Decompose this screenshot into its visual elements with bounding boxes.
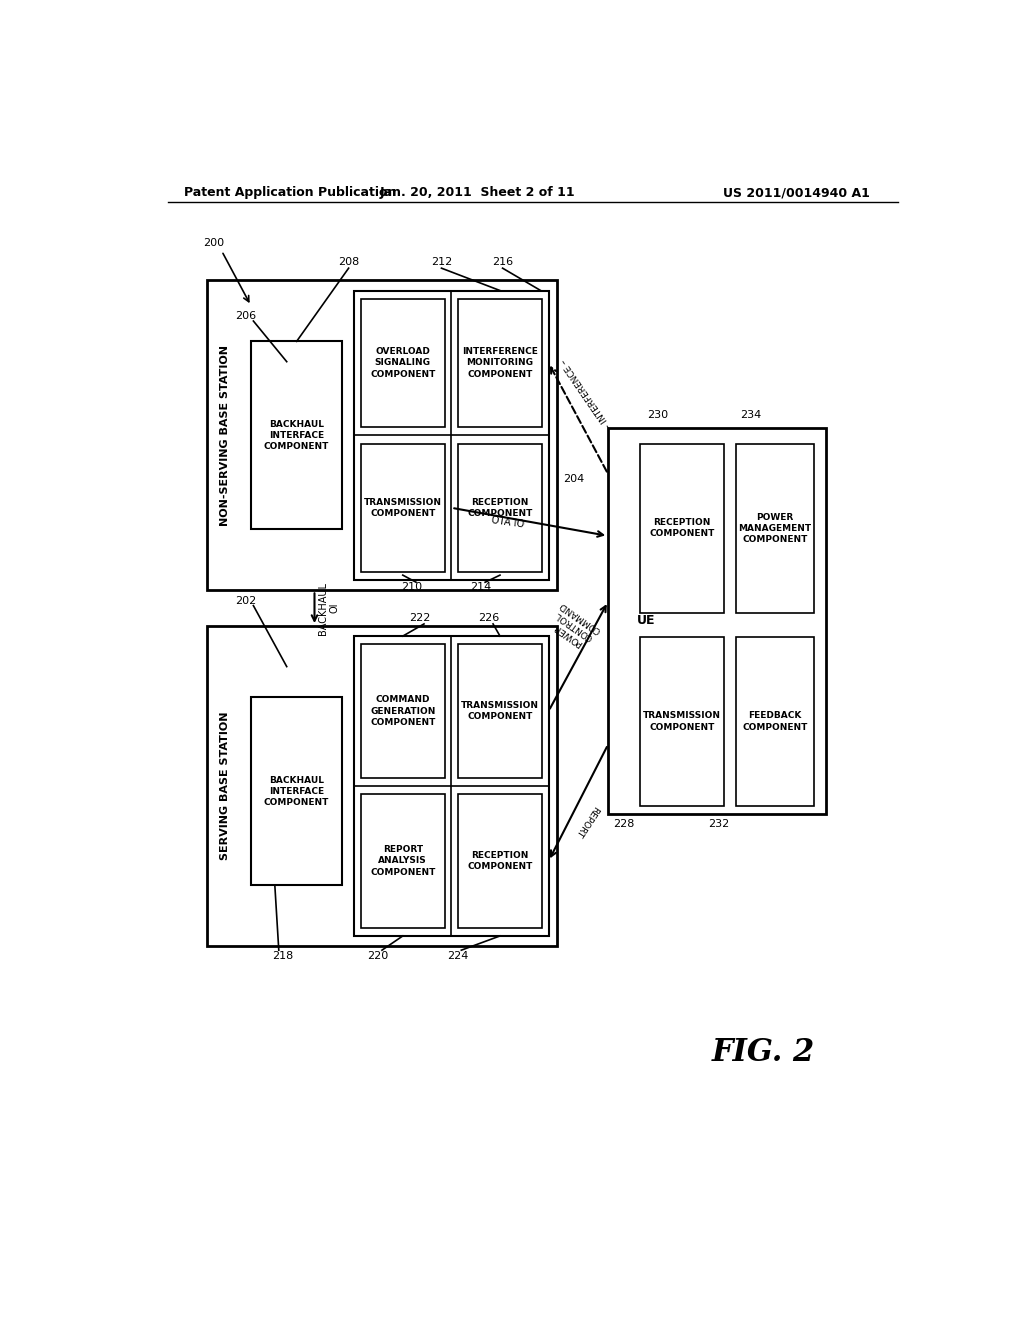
Text: FEEDBACK
COMPONENT: FEEDBACK COMPONENT	[742, 711, 808, 731]
Bar	[360, 444, 445, 572]
Text: 208: 208	[338, 257, 359, 267]
Text: – INTERFERENCE –: – INTERFERENCE –	[559, 356, 613, 430]
Text: 204: 204	[563, 474, 585, 483]
Text: RECEPTION
COMPONENT: RECEPTION COMPONENT	[467, 851, 532, 871]
Text: 206: 206	[234, 312, 256, 321]
Text: BACKHAUL
INTERFACE
COMPONENT: BACKHAUL INTERFACE COMPONENT	[264, 776, 330, 807]
Text: TRANSMISSION
COMPONENT: TRANSMISSION COMPONENT	[643, 711, 721, 731]
Bar	[458, 298, 543, 428]
Text: 200: 200	[203, 238, 224, 248]
Text: COMMAND
GENERATION
COMPONENT: COMMAND GENERATION COMPONENT	[370, 696, 435, 727]
Text: 224: 224	[446, 952, 468, 961]
Text: 212: 212	[431, 257, 453, 267]
Text: RECEPTION
COMPONENT: RECEPTION COMPONENT	[467, 498, 532, 517]
Text: TRANSMISSION
COMPONENT: TRANSMISSION COMPONENT	[364, 498, 441, 517]
Text: POWER
CONTROL
COMMAND: POWER CONTROL COMMAND	[546, 599, 603, 652]
Text: FIG. 2: FIG. 2	[712, 1038, 814, 1068]
Text: 226: 226	[478, 612, 500, 623]
Text: 216: 216	[492, 257, 513, 267]
Text: US 2011/0014940 A1: US 2011/0014940 A1	[723, 186, 870, 199]
Bar	[458, 795, 543, 928]
Text: 228: 228	[613, 820, 635, 829]
Text: REPORT: REPORT	[572, 804, 600, 838]
Bar	[458, 444, 543, 572]
Text: RECEPTION
COMPONENT: RECEPTION COMPONENT	[649, 519, 715, 539]
Text: UE: UE	[637, 614, 655, 627]
Text: 232: 232	[709, 820, 730, 829]
Bar	[640, 444, 724, 612]
Bar	[608, 428, 826, 814]
Text: 214: 214	[470, 582, 492, 593]
Text: BACKHAUL
OI: BACKHAUL OI	[318, 582, 340, 635]
Bar	[354, 636, 549, 936]
Bar	[360, 795, 445, 928]
Text: 202: 202	[234, 595, 256, 606]
Text: 220: 220	[368, 952, 389, 961]
Text: POWER
MANAGEMENT
COMPONENT: POWER MANAGEMENT COMPONENT	[738, 512, 812, 544]
Bar	[736, 638, 814, 805]
Text: TRANSMISSION
COMPONENT: TRANSMISSION COMPONENT	[461, 701, 539, 721]
Text: BACKHAUL
INTERFACE
COMPONENT: BACKHAUL INTERFACE COMPONENT	[264, 420, 330, 451]
Text: 222: 222	[410, 612, 431, 623]
Text: Patent Application Publication: Patent Application Publication	[183, 186, 396, 199]
Text: OTA IO: OTA IO	[490, 515, 524, 529]
Text: SERVING BASE STATION: SERVING BASE STATION	[220, 711, 229, 861]
Text: NON-SERVING BASE STATION: NON-SERVING BASE STATION	[220, 345, 229, 525]
Text: REPORT
ANALYSIS
COMPONENT: REPORT ANALYSIS COMPONENT	[370, 845, 435, 876]
Bar	[354, 290, 549, 581]
Bar	[458, 644, 543, 777]
Text: 210: 210	[401, 582, 423, 593]
Bar	[640, 638, 724, 805]
Text: INTERFERENCE
MONITORING
COMPONENT: INTERFERENCE MONITORING COMPONENT	[462, 347, 538, 379]
Text: Jan. 20, 2011  Sheet 2 of 11: Jan. 20, 2011 Sheet 2 of 11	[379, 186, 575, 199]
Text: 218: 218	[272, 952, 294, 961]
Bar	[736, 444, 814, 612]
Text: 234: 234	[740, 409, 762, 420]
Text: 230: 230	[647, 409, 669, 420]
Bar	[251, 342, 342, 529]
Bar	[207, 280, 557, 590]
Bar	[251, 697, 342, 886]
Bar	[360, 644, 445, 777]
Text: OVERLOAD
SIGNALING
COMPONENT: OVERLOAD SIGNALING COMPONENT	[370, 347, 435, 379]
Bar	[360, 298, 445, 428]
Bar	[207, 626, 557, 946]
